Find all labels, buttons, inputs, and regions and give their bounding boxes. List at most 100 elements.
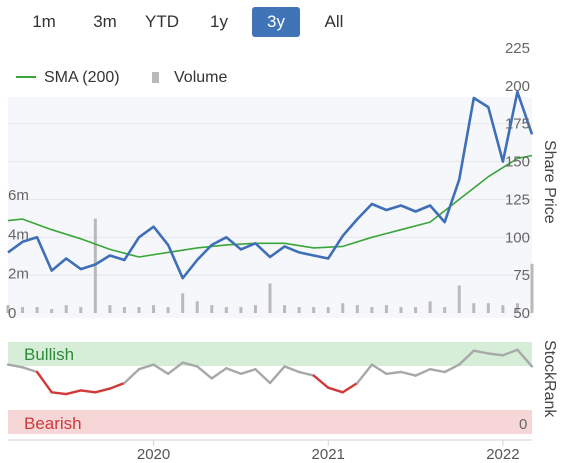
- stockrank-segment: [181, 361, 199, 368]
- range-3y-button[interactable]: 3y: [252, 7, 300, 37]
- volume-bar: [21, 307, 25, 313]
- range-all-button[interactable]: All: [324, 12, 344, 31]
- stockrank-segment: [64, 389, 83, 396]
- volume-bar: [268, 283, 272, 313]
- stockrank-segment: [6, 363, 24, 369]
- stockrank-segment: [195, 365, 214, 380]
- volume-bar: [6, 305, 10, 313]
- bearish-band: [8, 410, 532, 434]
- stockrank-segment: [385, 370, 403, 375]
- volume-bar: [210, 305, 214, 313]
- volume-bar: [530, 263, 534, 313]
- volume-bar: [253, 305, 257, 313]
- volume-bar: [384, 305, 388, 313]
- stockrank-segment: [399, 370, 417, 377]
- stockrank-segment: [166, 361, 184, 375]
- stockrank-segment: [152, 363, 170, 375]
- volume-bar: [486, 303, 490, 313]
- stockrank-segment: [428, 368, 446, 374]
- stockrank-segment: [516, 348, 534, 368]
- stockrank-segment: [35, 370, 53, 394]
- stockrank-segment: [50, 391, 68, 396]
- stockrank-segment: [472, 349, 490, 355]
- price-tick-label: 50: [513, 305, 530, 322]
- stockrank-segment: [501, 348, 519, 357]
- x-tick-label: 2020: [137, 446, 170, 463]
- stockrank-segment: [79, 389, 97, 394]
- range-ytd-button[interactable]: YTD: [145, 12, 179, 31]
- volume-bar: [224, 307, 228, 313]
- stockrank-segment: [254, 368, 272, 385]
- stockrank-segment: [414, 368, 432, 377]
- sma-200-line: [7, 154, 533, 258]
- bearish-label: Bearish: [24, 414, 82, 433]
- legend-volume-label: Volume: [174, 69, 227, 86]
- price-tick-label: 200: [505, 78, 530, 95]
- volume-bar: [122, 307, 126, 313]
- volume-bar: [341, 303, 345, 313]
- stockrank-segment: [94, 387, 112, 394]
- stockrank-lines: [6, 348, 534, 396]
- range-3m-button[interactable]: 3m: [93, 12, 117, 31]
- legend-sma-label: SMA (200): [44, 69, 120, 86]
- volume-bar: [79, 307, 83, 313]
- range-1y-button[interactable]: 1y: [210, 12, 228, 31]
- stockrank-segment: [137, 363, 155, 371]
- stockrank-segment: [123, 368, 141, 385]
- volume-bar: [399, 307, 403, 313]
- volume-bar: [501, 305, 505, 313]
- volume-tick-label: 2m: [8, 266, 29, 283]
- price-tick-label: 100: [505, 229, 530, 246]
- volume-bar: [312, 307, 316, 313]
- stockrank-segment: [21, 366, 39, 374]
- range-1m-button[interactable]: 1m: [32, 12, 56, 31]
- volume-bar: [457, 285, 461, 313]
- volume-tick-label: 4m: [8, 226, 29, 243]
- bullish-band: [8, 342, 532, 366]
- volume-bar: [428, 301, 432, 313]
- volume-bar: [297, 307, 301, 313]
- volume-bar: [515, 303, 519, 313]
- stockrank-segment: [487, 352, 505, 357]
- volume-bar: [152, 305, 156, 313]
- volume-bar: [355, 305, 359, 313]
- share-price-line: [7, 90, 534, 280]
- x-tick-label: 2022: [486, 446, 519, 463]
- bullish-label: Bullish: [24, 345, 74, 364]
- volume-bar: [283, 305, 287, 313]
- stockrank-segment: [210, 367, 228, 380]
- stockrank-segment: [356, 363, 374, 385]
- volume-bar: [326, 307, 330, 313]
- stockrank-segment: [312, 374, 330, 389]
- price-tick-label: 175: [505, 116, 530, 133]
- stockrank-axis-title: StockRank: [541, 340, 558, 418]
- stockrank-segment: [239, 368, 257, 375]
- volume-bar: [472, 303, 476, 313]
- volume-bar: [137, 307, 141, 313]
- stockrank-segment: [327, 386, 344, 394]
- price-tick-label: 150: [505, 154, 530, 171]
- stockrank-segment: [458, 349, 475, 366]
- volume-bar: [370, 307, 374, 313]
- stockrank-tick-0: 0: [519, 416, 527, 433]
- volume-bar: [166, 307, 170, 313]
- share-price-axis-title: Share Price: [541, 140, 558, 224]
- stockrank-segment: [268, 365, 286, 385]
- stockrank-segment: [108, 381, 126, 390]
- volume-tick-label: 0: [8, 305, 16, 322]
- volume-bar: [239, 307, 243, 313]
- volume-axis: 0 2m 4m 6m: [8, 187, 29, 322]
- volume-bar: [64, 305, 68, 313]
- stockrank-segment: [341, 381, 359, 394]
- stockrank-segment: [283, 365, 301, 374]
- volume-tick-label: 6m: [8, 187, 29, 204]
- range-selector: 1m 3m YTD 1y 3y All: [0, 0, 576, 44]
- volume-bar: [414, 307, 418, 313]
- volume-bar: [181, 293, 185, 313]
- legend: SMA (200) Volume: [16, 69, 227, 86]
- x-tick-label: 2021: [312, 446, 345, 463]
- volume-bar: [195, 301, 199, 313]
- price-tick-label: 125: [505, 191, 530, 208]
- price-tick-label: 225: [505, 40, 530, 57]
